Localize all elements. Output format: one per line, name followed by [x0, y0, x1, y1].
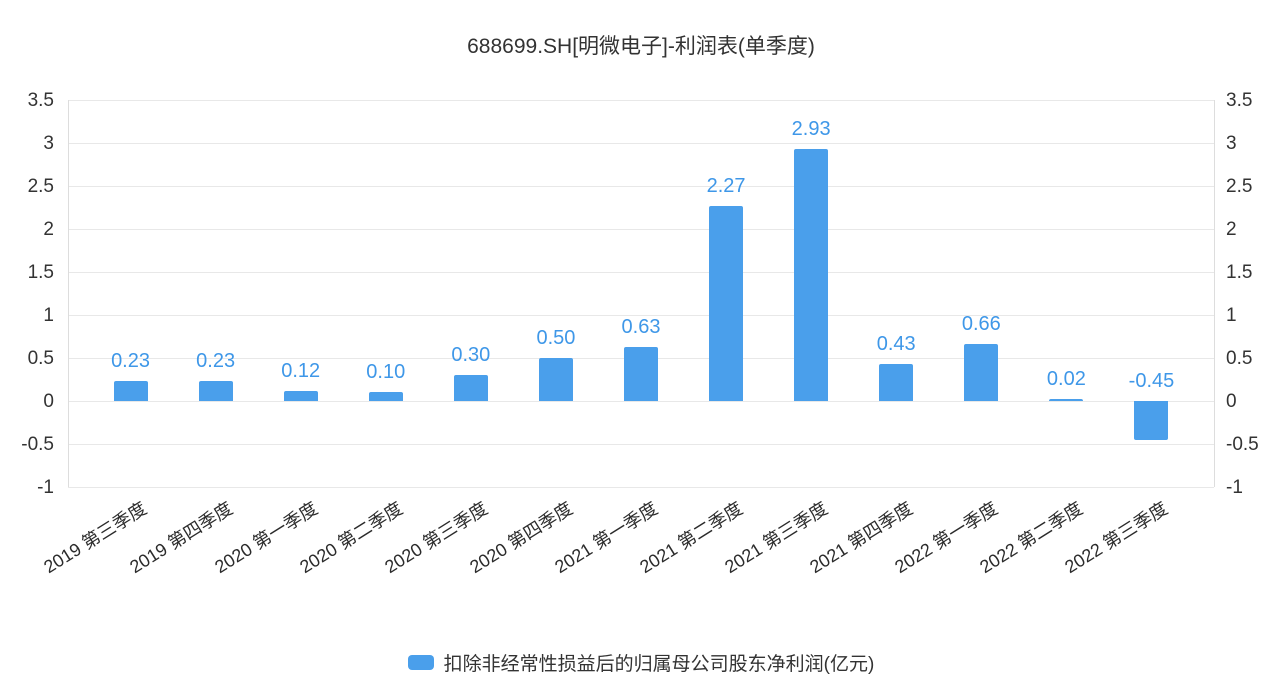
- bar[interactable]: [964, 344, 999, 401]
- y-axis-tick-label-left: 0.5: [27, 348, 54, 369]
- bar[interactable]: [1134, 401, 1169, 440]
- bar-value-label: 0.43: [876, 333, 916, 356]
- bar[interactable]: [624, 346, 658, 401]
- y-axis-line-right: [1214, 100, 1215, 487]
- bar-value-label: 0.02: [1046, 368, 1086, 391]
- y-axis-tick-label-right: 3: [1226, 133, 1237, 154]
- y-axis-tick-label-right: 0: [1226, 391, 1237, 412]
- bar-value-label: 2.27: [706, 174, 746, 197]
- bar-value-label: 0.30: [451, 344, 491, 367]
- bar[interactable]: [794, 149, 829, 401]
- y-axis-tick-label-left: 3: [43, 133, 54, 154]
- y-axis-tick-label-right: 1: [1226, 305, 1237, 326]
- bar-value-label: 0.63: [621, 315, 661, 338]
- bar-value-label: 0.66: [961, 313, 1001, 336]
- bar[interactable]: [453, 375, 488, 401]
- y-axis-tick-label-right: -0.5: [1226, 434, 1259, 455]
- y-gridline: [68, 100, 1214, 101]
- chart-legend[interactable]: 扣除非经常性损益后的归属母公司股东净利润(亿元): [0, 648, 1282, 676]
- bar-value-label: 0.23: [196, 350, 236, 373]
- y-axis-tick-label-right: 1.5: [1226, 262, 1253, 283]
- bar[interactable]: [283, 390, 318, 401]
- bar[interactable]: [198, 381, 233, 401]
- bar[interactable]: [368, 392, 403, 401]
- y-gridline: [68, 186, 1214, 187]
- y-axis-tick-label-right: 0.5: [1226, 348, 1253, 369]
- y-axis-tick-label-left: 1: [43, 305, 54, 326]
- y-axis-tick-label-right: 2: [1226, 219, 1237, 240]
- bar-value-label: 0.23: [111, 350, 150, 373]
- y-axis-tick-label-right: 3.5: [1226, 90, 1253, 111]
- y-gridline: [68, 401, 1214, 402]
- bar[interactable]: [113, 381, 148, 401]
- y-gridline: [68, 487, 1214, 488]
- y-gridline: [68, 315, 1214, 316]
- y-axis-tick-label-right: -1: [1226, 477, 1243, 498]
- bar[interactable]: [879, 364, 914, 401]
- bar[interactable]: [1049, 399, 1084, 401]
- y-axis-tick-label-left: 0: [43, 391, 54, 412]
- bar-value-label: -0.45: [1128, 370, 1175, 392]
- bar-value-label: 0.12: [281, 359, 321, 382]
- y-axis-tick-label-left: 2.5: [27, 176, 54, 197]
- bar-value-label: 2.93: [791, 118, 831, 141]
- bar-value-label: 0.50: [536, 327, 576, 349]
- y-axis-tick-label-left: -1: [37, 477, 54, 498]
- bar[interactable]: [709, 205, 744, 401]
- y-axis-tick-label-left: 1.5: [27, 262, 54, 283]
- bar-value-label: 0.10: [366, 361, 406, 384]
- bar[interactable]: [538, 358, 573, 401]
- legend-marker: [407, 654, 434, 670]
- y-gridline: [68, 143, 1214, 144]
- y-gridline: [68, 229, 1214, 230]
- y-axis-tick-label-right: 2.5: [1226, 176, 1253, 197]
- legend-label: 扣除非经常性损益后的归属母公司股东净利润(亿元): [443, 653, 875, 675]
- y-axis-line-left: [68, 100, 69, 487]
- y-axis-tick-label-left: 2: [43, 219, 54, 240]
- chart-title: 688699.SH[明微电子]-利润表(单季度): [467, 35, 815, 58]
- y-axis-tick-label-left: -0.5: [21, 434, 54, 455]
- y-gridline: [68, 444, 1214, 445]
- y-axis-tick-label-left: 3.5: [27, 90, 54, 111]
- y-gridline: [68, 272, 1214, 273]
